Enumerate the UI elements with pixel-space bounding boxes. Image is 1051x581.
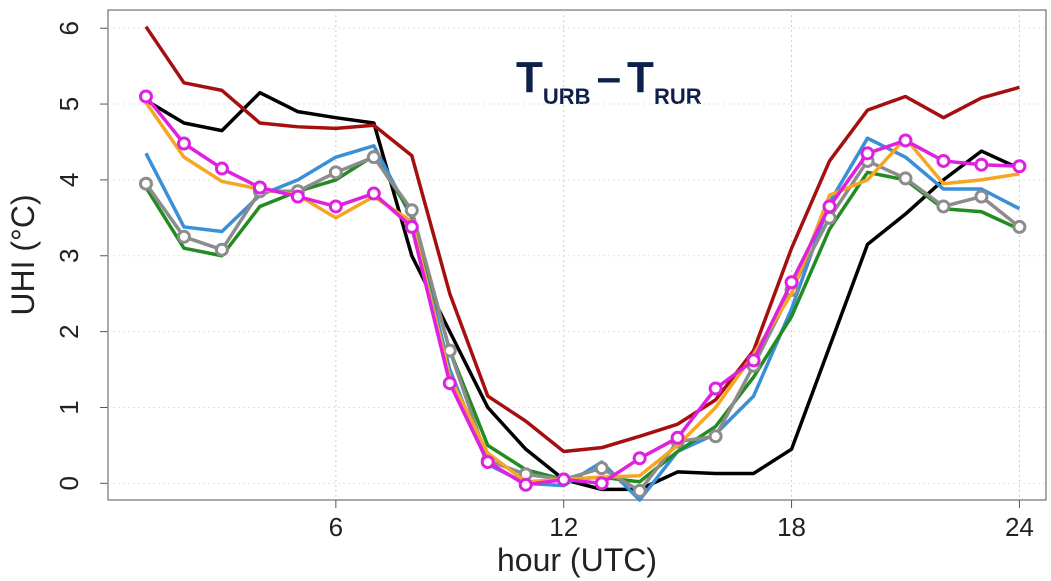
series-line: [144, 153, 1021, 484]
point-marker: [974, 157, 989, 172]
point-marker: [670, 430, 685, 445]
point-marker: [480, 455, 495, 470]
plot-frame: [107, 9, 1047, 501]
point-marker: [936, 153, 951, 168]
point-marker: [290, 189, 305, 204]
y-tick-label: 5: [54, 97, 84, 111]
point-marker: [860, 146, 875, 161]
point-marker: [1012, 219, 1027, 234]
point-marker: [632, 483, 647, 498]
x-axis-label: hour (UTC): [497, 542, 657, 578]
series-line: [144, 25, 1020, 454]
point-marker: [442, 376, 457, 391]
point-marker: [176, 136, 191, 151]
point-marker: [594, 461, 609, 476]
y-tick-label: 0: [54, 476, 84, 490]
point-marker: [518, 477, 533, 492]
x-tick-label: 18: [777, 512, 806, 542]
series-line: [144, 155, 1021, 493]
point-marker: [936, 199, 951, 214]
series-line: [144, 101, 1020, 484]
point-marker: [708, 381, 723, 396]
point-marker: [784, 275, 799, 290]
point-marker: [214, 161, 229, 176]
chart-title: TURB – TRUR: [516, 53, 702, 109]
point-marker: [822, 199, 837, 214]
x-tick-label: 6: [329, 512, 343, 542]
point-marker: [632, 451, 647, 466]
point-marker: [328, 165, 343, 180]
point-marker: [366, 186, 381, 201]
point-marker: [328, 199, 343, 214]
point-marker: [746, 353, 761, 368]
point-marker: [898, 133, 913, 148]
point-marker: [214, 242, 229, 257]
point-marker: [176, 229, 191, 244]
y-axis-label: UHI (°C): [5, 194, 41, 315]
y-tick-label: 2: [54, 324, 84, 338]
point-marker: [138, 89, 153, 104]
y-tick-label: 1: [54, 400, 84, 414]
x-tick-label: 24: [1005, 512, 1034, 542]
y-tick-label: 3: [54, 249, 84, 263]
point-marker: [974, 189, 989, 204]
x-tick-label: 12: [549, 512, 578, 542]
point-marker: [404, 219, 419, 234]
point-marker: [708, 429, 723, 444]
point-marker: [1012, 159, 1027, 174]
point-marker: [404, 203, 419, 218]
point-marker: [252, 180, 267, 195]
series-line: [145, 90, 1021, 492]
point-marker: [556, 472, 571, 487]
point-marker: [594, 476, 609, 491]
y-tick-label: 6: [54, 21, 84, 35]
y-tick-label: 4: [54, 173, 84, 187]
point-marker: [898, 171, 913, 186]
point-marker: [138, 176, 153, 191]
point-marker: [366, 150, 381, 165]
